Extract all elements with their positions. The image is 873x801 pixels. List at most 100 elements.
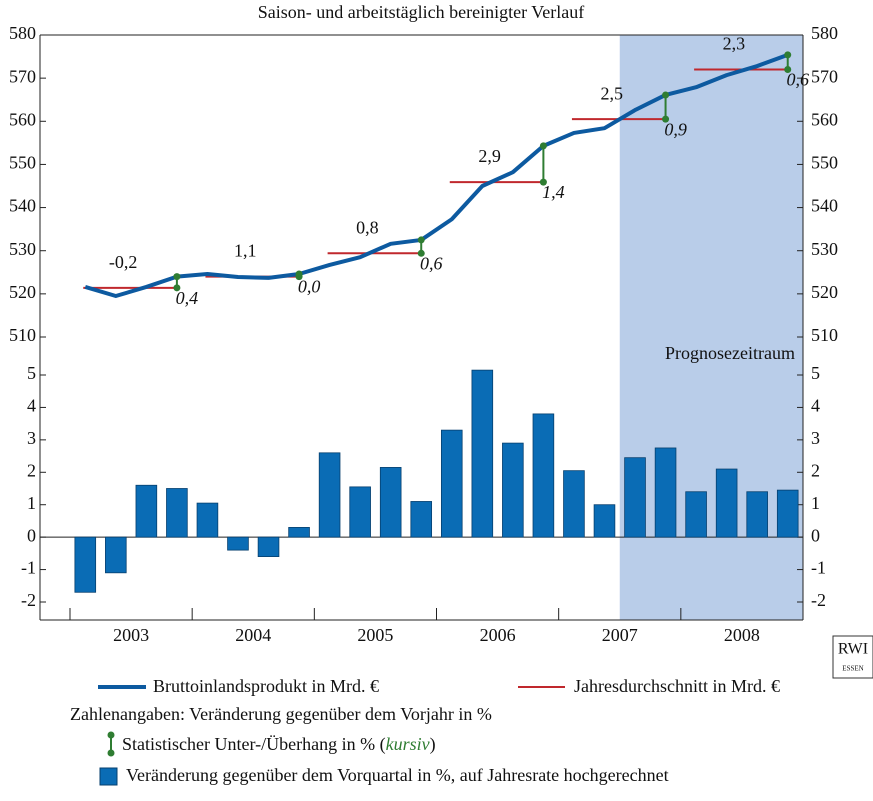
logo-city: ESSEN xyxy=(842,665,863,673)
legend-overhang-dot xyxy=(107,731,115,739)
legend-label: Jahresdurchschnitt in Mrd. € xyxy=(574,676,780,696)
y-tick-label: 560 xyxy=(9,109,36,129)
bar xyxy=(532,413,555,538)
forecast-label: Prognosezeitraum xyxy=(665,343,795,363)
overhang-dot xyxy=(539,178,547,186)
y2-tick-label: 5 xyxy=(811,363,820,383)
overhang-dot xyxy=(417,249,425,257)
annual-change-label: -0,2 xyxy=(109,252,138,272)
bar xyxy=(349,486,371,538)
logo-box xyxy=(832,635,873,679)
legend-label-part: Statistischer Unter-/Überhang in % ( xyxy=(122,734,386,755)
bar xyxy=(135,484,158,538)
y2-tick-label: 580 xyxy=(811,23,838,43)
bar xyxy=(440,429,463,538)
bar xyxy=(288,527,310,538)
y2-tick-label: 520 xyxy=(811,282,838,302)
overhang-dot xyxy=(173,273,181,281)
y-tick-label: 5 xyxy=(27,363,36,383)
annual-change-label: 0,8 xyxy=(356,217,379,237)
y2-tick-label: 4 xyxy=(811,396,820,416)
y-tick-label: 580 xyxy=(9,23,36,43)
legend-label-part: ) xyxy=(430,734,436,755)
y2-tick-label: 2 xyxy=(811,460,820,480)
y-tick-label: 520 xyxy=(9,282,36,302)
bar xyxy=(257,536,280,558)
y-tick-label: 530 xyxy=(9,239,36,259)
y2-tick-label: 3 xyxy=(811,428,820,448)
y2-tick-label: 570 xyxy=(811,66,838,86)
y2-tick-label: -1 xyxy=(811,558,826,578)
y2-tick-label: 540 xyxy=(811,196,838,216)
bar xyxy=(166,488,188,538)
overhang-dot xyxy=(417,236,425,244)
overhang-label: 1,4 xyxy=(542,182,565,202)
x-tick-label: 2006 xyxy=(480,625,516,645)
legend-label: Bruttoinlandsprodukt in Mrd. € xyxy=(153,676,379,696)
y2-tick-label: 560 xyxy=(811,109,838,129)
bar xyxy=(105,536,127,574)
overhang-marker xyxy=(539,142,547,186)
overhang-label: 0,4 xyxy=(176,288,199,308)
bar xyxy=(746,491,768,538)
x-tick-label: 2005 xyxy=(357,625,393,645)
overhang-label: 0,6 xyxy=(786,70,809,90)
overhang-dot xyxy=(662,115,670,123)
overhang-label: 0,0 xyxy=(298,277,321,297)
overhang-label: 0,6 xyxy=(420,253,443,273)
annual-change-label: 2,3 xyxy=(723,34,746,54)
bar xyxy=(379,467,402,538)
legend-label-part: kursiv xyxy=(386,734,430,754)
y-tick-label: 570 xyxy=(9,66,36,86)
annual-change-label: 2,9 xyxy=(478,146,501,166)
bar xyxy=(593,504,616,538)
y-tick-label: 3 xyxy=(27,428,36,448)
x-tick-label: 2003 xyxy=(113,625,149,645)
y-tick-label: 540 xyxy=(9,196,36,216)
overhang-dot xyxy=(784,51,792,59)
overhang-dot xyxy=(784,66,792,74)
bar xyxy=(624,457,646,538)
bar xyxy=(776,489,799,538)
y-tick-label: -2 xyxy=(21,590,36,610)
forecast-area xyxy=(619,35,803,620)
bar xyxy=(74,536,97,593)
y-tick-label: 550 xyxy=(9,153,36,173)
overhang-dot xyxy=(539,142,547,150)
legend-bar xyxy=(99,767,118,786)
overhang-dot xyxy=(662,91,670,99)
y-tick-label: -1 xyxy=(21,558,36,578)
x-tick-label: 2007 xyxy=(602,625,638,645)
y2-tick-label: 530 xyxy=(811,239,838,259)
overhang-marker xyxy=(662,91,670,123)
y2-tick-label: 1 xyxy=(811,493,820,513)
overhang-marker xyxy=(173,273,181,292)
annual-change-label: 2,5 xyxy=(601,83,624,103)
legend-note: Zahlenangaben: Veränderung gegenüber dem… xyxy=(70,704,492,724)
bar xyxy=(654,447,677,538)
bar xyxy=(563,470,585,538)
y2-tick-label: 550 xyxy=(811,153,838,173)
legend-overhang-dot xyxy=(107,749,115,757)
bar xyxy=(227,536,249,551)
legend-label: Veränderung gegenüber dem Vorquartal in … xyxy=(126,765,669,785)
annual-change-label: 1,1 xyxy=(234,241,257,261)
x-tick-label: 2004 xyxy=(235,625,271,645)
overhang-marker xyxy=(417,236,425,257)
y2-tick-label: 510 xyxy=(811,325,838,345)
legend-label: Statistischer Unter-/Überhang in % (kurs… xyxy=(122,734,436,755)
gdp-line xyxy=(84,52,789,299)
y2-tick-label: 0 xyxy=(811,525,820,545)
logo: RWI xyxy=(838,641,868,658)
overhang-dot xyxy=(295,270,303,278)
x-tick-label: 2008 xyxy=(724,625,760,645)
y-tick-label: 510 xyxy=(9,325,36,345)
y-tick-label: 4 xyxy=(27,396,36,416)
bar xyxy=(410,501,433,538)
y2-tick-label: -2 xyxy=(811,590,826,610)
bar xyxy=(318,452,341,538)
overhang-marker xyxy=(784,51,792,74)
bar xyxy=(196,502,219,538)
y-tick-label: 2 xyxy=(27,460,36,480)
